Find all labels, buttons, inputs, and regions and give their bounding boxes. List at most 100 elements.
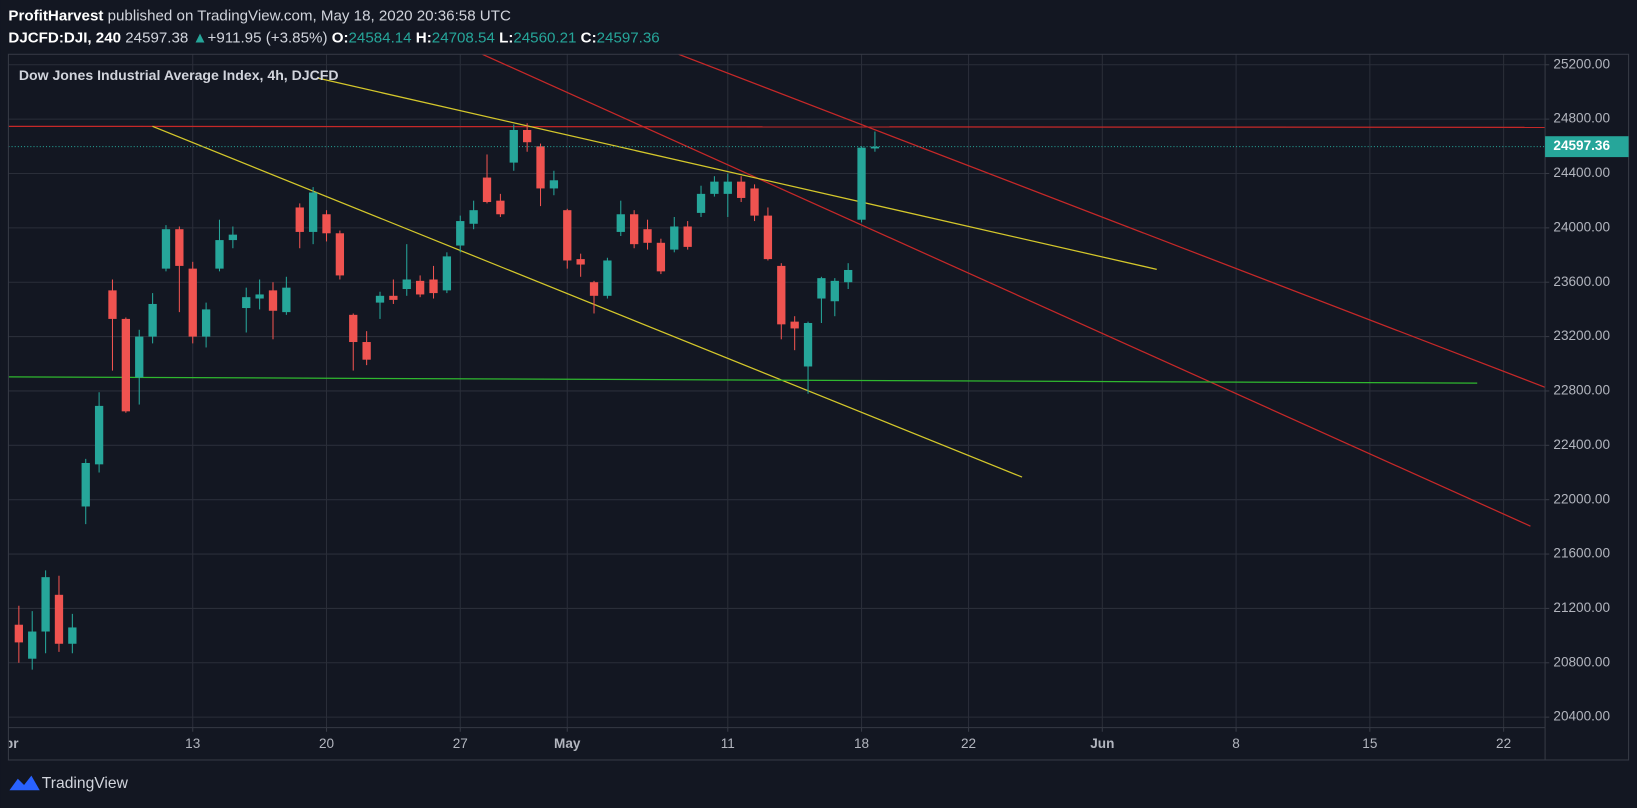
logo: [9, 775, 40, 791]
logo-mark: [9, 775, 40, 791]
candle-body: [41, 577, 50, 632]
resistance-line: [8, 125, 1546, 128]
price: 24597.38: [125, 30, 188, 47]
candle-body: [175, 229, 184, 266]
candle-body: [683, 226, 692, 247]
candle-body: [54, 594, 64, 644]
candle-body: [268, 290, 278, 311]
x-tick-label: 20: [319, 736, 335, 751]
frame: [7, 53, 1630, 761]
trend-line: [678, 54, 1546, 388]
candle-body: [68, 627, 77, 644]
x-tick-label: 18: [854, 736, 869, 751]
x-tick-label: 11: [721, 736, 735, 751]
candle-body: [522, 129, 532, 143]
support-line: [8, 376, 1478, 384]
x-tick-label: Apr: [0, 736, 19, 751]
x-tick-label: 13: [185, 736, 200, 751]
x-tick-label: Jun: [1090, 736, 1114, 751]
candle-body: [28, 631, 37, 659]
candle-body: [362, 342, 371, 360]
x-tick-label: 22: [961, 736, 976, 751]
candle-body: [201, 309, 211, 337]
candle-body: [549, 180, 559, 189]
candle-body: [616, 214, 625, 232]
candle-body: [161, 229, 171, 269]
candle-body: [349, 314, 358, 343]
published: published on TradingView.com, May 18, 20…: [108, 8, 511, 25]
candle-body: [282, 287, 291, 313]
y-tick-label: 21600.00: [1553, 546, 1610, 561]
ohlc-label: O:: [332, 30, 349, 47]
symbol-line: DJCFD:DJI, 240 24597.38 ▲+911.95 (+3.85%…: [8, 30, 659, 47]
price-label-box: [1545, 136, 1629, 158]
y-tick-label: 24800.00: [1553, 111, 1610, 126]
candle-body: [750, 188, 759, 216]
candle-body: [857, 147, 866, 220]
candle-body: [723, 181, 732, 194]
y-tick-label: 23200.00: [1553, 328, 1610, 343]
candle-body: [148, 303, 157, 337]
candle-body: [108, 290, 117, 319]
candle-body: [763, 215, 773, 260]
brand: TradingView: [42, 775, 129, 792]
candle-body: [375, 295, 385, 303]
publish-line: ProfitHarvest published on TradingView.c…: [8, 8, 511, 25]
y-tick-label: 22000.00: [1553, 491, 1610, 506]
x-tick-label: May: [554, 736, 581, 751]
x-axis: Apr 13 20 27 May 11 18 22 Jun 8 15 22: [0, 727, 1511, 751]
symbol: DJCFD:DJI, 240: [8, 30, 121, 47]
candle-body: [402, 279, 411, 290]
candle-body: [656, 242, 666, 272]
candle-body: [803, 322, 813, 367]
ohlc-label: H:: [416, 30, 432, 47]
y-tick-label: 20400.00: [1553, 709, 1610, 724]
candle-body: [482, 177, 492, 203]
x-tick-label: 27: [453, 736, 468, 751]
candle-body: [737, 181, 746, 198]
candle-body: [94, 405, 104, 465]
candle-body: [696, 193, 706, 213]
candle-body: [643, 229, 652, 243]
candle-body: [563, 210, 572, 261]
ohlc-value: 24560.21: [513, 30, 576, 47]
trend-line: [152, 125, 1023, 478]
y-tick-label: 25200.00: [1553, 56, 1610, 71]
candle-body: [603, 260, 612, 296]
candle-body: [870, 146, 880, 149]
y-tick-label: 23600.00: [1553, 274, 1610, 289]
x-tick-label: 15: [1362, 736, 1377, 751]
y-tick-label: 24400.00: [1553, 165, 1610, 180]
candle-body: [335, 233, 345, 276]
candle-body: [415, 280, 425, 295]
user: ProfitHarvest: [8, 8, 103, 25]
candle-body: [215, 240, 224, 269]
candle-body: [389, 295, 398, 300]
candle-body: [188, 268, 197, 337]
grid: [8, 54, 1546, 728]
candle-body: [242, 297, 251, 309]
trend-line: [482, 54, 1531, 527]
candle-body: [830, 280, 839, 302]
candle-body: [429, 279, 438, 294]
candle-body: [817, 278, 826, 299]
y-tick-label: 22800.00: [1553, 383, 1610, 398]
price-label: 24597.36: [1553, 138, 1610, 153]
drawings: [8, 54, 1546, 527]
candle-body: [509, 129, 518, 163]
candle-body: [589, 282, 599, 296]
change: +911.95 (+3.85%): [208, 30, 328, 47]
candle-body: [81, 462, 90, 507]
x-tick-label: 22: [1496, 736, 1511, 751]
candle-body: [496, 200, 505, 215]
candle-body: [456, 221, 465, 246]
candle-body: [790, 321, 799, 329]
ohlc-value: 24597.36: [597, 30, 660, 47]
candle-body: [576, 259, 585, 265]
ohlc-label: C:: [581, 30, 597, 47]
candle-body: [442, 256, 452, 291]
candle-body: [255, 294, 264, 299]
